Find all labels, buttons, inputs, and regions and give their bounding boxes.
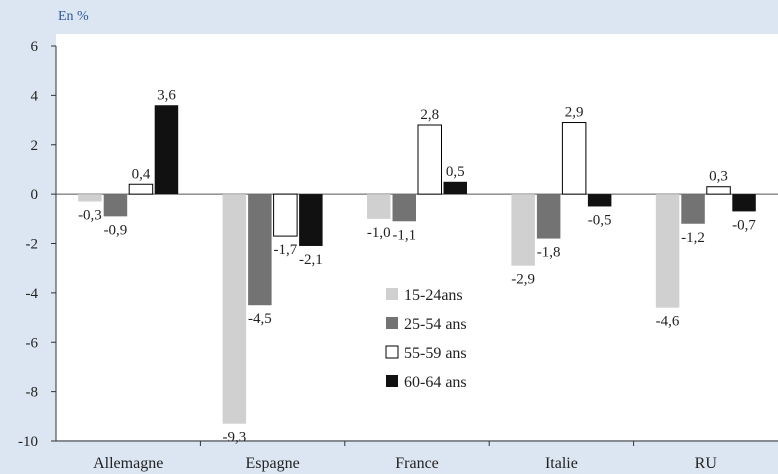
bar	[248, 194, 272, 306]
legend-swatch	[385, 345, 399, 359]
bar	[222, 194, 247, 424]
bar	[732, 194, 756, 212]
x-tick-label: Allemagne	[93, 455, 163, 472]
bar	[706, 186, 731, 195]
data-label: 0,4	[132, 166, 151, 182]
bar	[417, 124, 442, 195]
data-label: -1,1	[392, 227, 416, 243]
bar	[299, 194, 323, 246]
legend: 15-24ans 25-54 ans 55-59 ans 60-64 ans	[385, 287, 467, 391]
y-tick-label: -8	[26, 385, 39, 401]
bar	[154, 105, 179, 195]
x-tick-label: Italie	[545, 455, 578, 472]
data-label: -2,9	[511, 272, 535, 288]
y-tick-label: -2	[26, 237, 39, 253]
data-label: 3,6	[157, 87, 176, 103]
legend-label: 25-54 ans	[404, 316, 467, 333]
bar	[655, 194, 680, 308]
y-tick-label: 6	[31, 39, 39, 55]
bar	[587, 194, 612, 207]
legend-swatch	[386, 317, 398, 329]
data-label: -1,0	[367, 225, 391, 241]
x-tick-label: France	[395, 455, 439, 472]
data-label: 2,9	[565, 105, 584, 121]
data-label: -9,3	[222, 430, 246, 446]
legend-label: 55-59 ans	[404, 345, 467, 362]
data-label: -4,6	[656, 314, 680, 330]
bar	[392, 194, 416, 222]
y-tick-label: 2	[31, 138, 39, 154]
bar	[536, 194, 561, 239]
legend-label: 15-24ans	[404, 287, 463, 304]
data-label: -0,9	[104, 222, 128, 238]
data-label: -0,5	[588, 212, 612, 228]
bar	[128, 183, 154, 195]
data-label: -1,8	[537, 245, 561, 261]
bar	[273, 193, 298, 237]
bars-group	[78, 105, 756, 424]
unit-label: En %	[58, 9, 89, 24]
bar	[561, 122, 587, 195]
legend-label: 60-64 ans	[404, 374, 467, 391]
data-label: 2,8	[420, 107, 439, 123]
data-label: -0,3	[78, 208, 102, 224]
y-tick-label: -6	[26, 335, 39, 351]
data-labels-group: -0,3-0,9 0,4 3,6 -9,3 -4,5 -1,7-2,1 -1,0 -1,1 2,…	[78, 87, 756, 445]
x-axis: Allemagne Espagne France Italie RU	[56, 440, 778, 472]
data-label: -0,7	[732, 217, 756, 233]
bar	[681, 194, 705, 224]
x-tick-label: RU	[695, 455, 718, 472]
data-label: 0,5	[446, 164, 465, 180]
bar	[103, 194, 128, 217]
y-tick-label: -4	[26, 286, 39, 302]
data-label: -2,1	[299, 252, 323, 268]
bar	[78, 194, 102, 202]
bar	[511, 194, 535, 266]
data-label: -1,2	[681, 230, 705, 246]
data-label: -4,5	[248, 311, 272, 327]
bar	[443, 181, 467, 195]
data-label: 0,3	[709, 169, 728, 185]
legend-swatch	[386, 288, 398, 300]
y-tick-label: 4	[31, 88, 39, 104]
x-tick-label: Espagne	[245, 455, 299, 472]
y-tick-label: -10	[18, 434, 38, 450]
legend-swatch	[386, 375, 398, 387]
y-tick-label: 0	[31, 187, 39, 203]
data-label: -1,7	[273, 242, 297, 258]
bar	[367, 194, 391, 219]
